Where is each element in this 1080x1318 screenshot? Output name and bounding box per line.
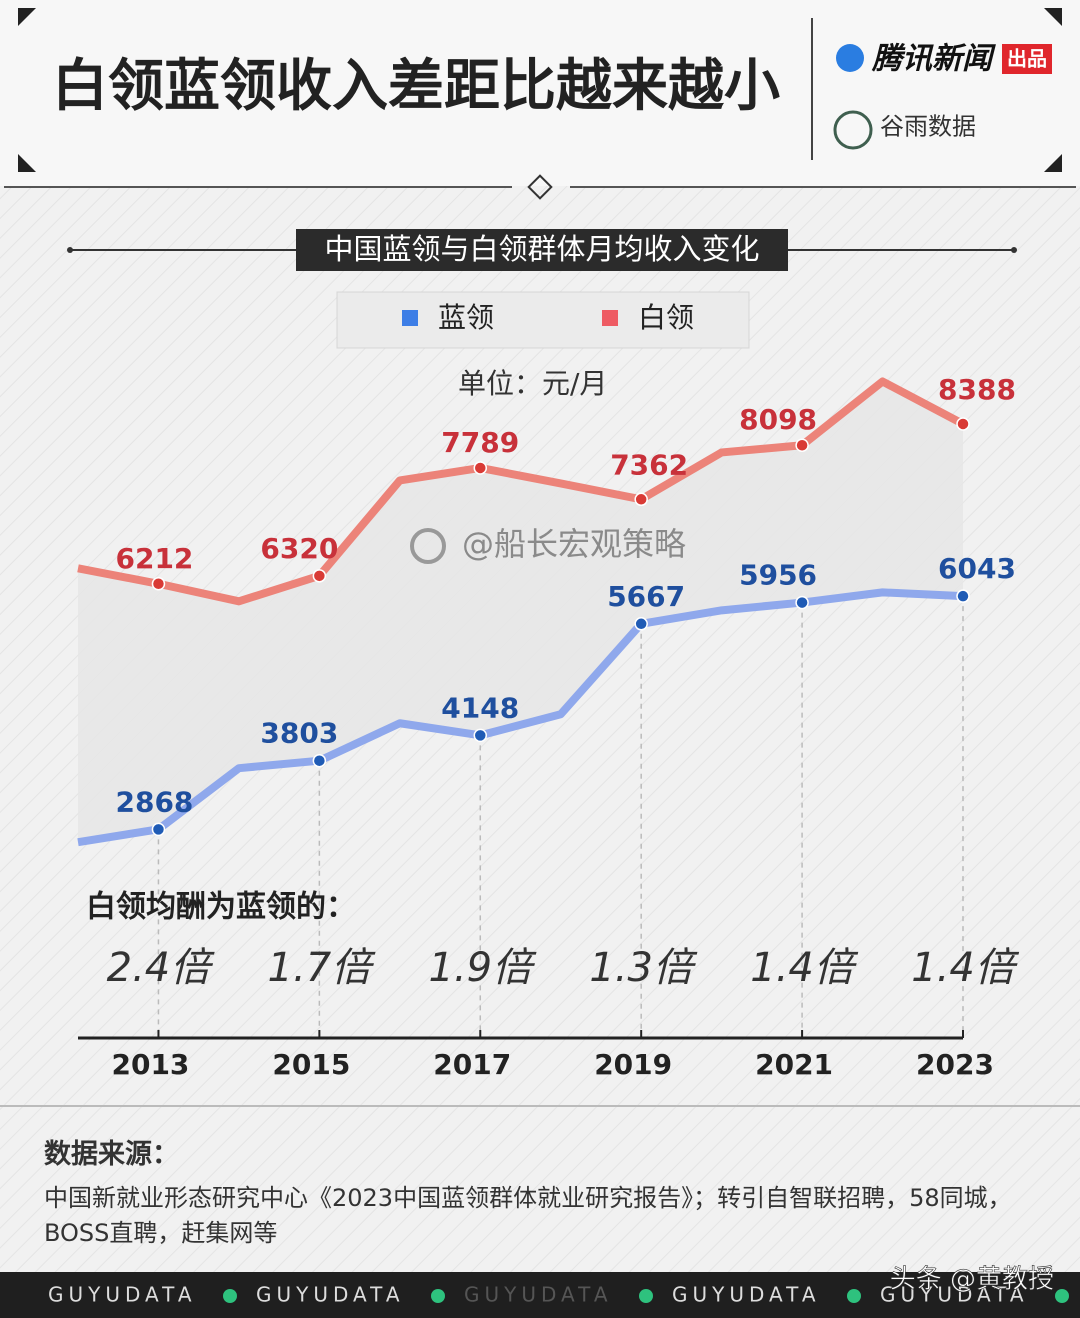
subtitle-bg (296, 229, 788, 271)
data-point (795, 595, 809, 610)
watermark-icon (410, 528, 446, 564)
legend-label: 蓝领 (438, 301, 494, 334)
x-tick-label: 2023 (916, 1048, 994, 1081)
corner (1044, 154, 1062, 172)
footer-credit: 头条 @黄教授 (890, 1265, 1054, 1295)
page-title: 白领蓝领收入差距比越来越小 (52, 54, 780, 119)
ratio: 1.9倍 (428, 945, 537, 991)
data-point (312, 753, 327, 768)
footer-dot (1055, 1289, 1069, 1303)
data-label: 4148 (441, 691, 519, 724)
legend-swatch (402, 310, 418, 326)
ratio: 2.4倍 (107, 945, 216, 991)
chart-title: 中国蓝领与白领群体月均收入变化 (324, 232, 759, 266)
footer-dot (639, 1289, 653, 1303)
ratio: 1.7倍 (268, 945, 377, 991)
data-label: 6320 (260, 532, 338, 565)
corner (1044, 8, 1062, 26)
data-point (312, 569, 327, 583)
watermark: @船长宏观策略 (462, 525, 686, 563)
data-point (956, 417, 970, 431)
x-tick-label: 2017 (433, 1048, 511, 1081)
x-tick-label: 2019 (594, 1048, 672, 1081)
footer-dot (431, 1289, 445, 1303)
dot (67, 247, 73, 253)
footer-item: GUYUDATA (256, 1283, 405, 1307)
data-label: 5956 (739, 559, 817, 592)
dot (1011, 247, 1017, 253)
data-point (473, 461, 488, 475)
data-point (473, 728, 488, 743)
data-point (956, 589, 970, 603)
data-point (151, 577, 166, 591)
footer-dot (223, 1289, 237, 1303)
corner (18, 8, 36, 26)
ratio: 1.3倍 (589, 945, 698, 991)
ratio: 1.4倍 (750, 945, 859, 991)
data-label: 2868 (115, 785, 193, 818)
ratio-title: 白领均酬为蓝领的： (86, 890, 356, 925)
band-area (78, 381, 963, 843)
data-label: 6212 (115, 542, 193, 575)
data-label: 5667 (607, 580, 685, 613)
unit-label: 单位：元/月 (458, 367, 607, 400)
footer-item: GUYUDATA (464, 1283, 613, 1307)
x-tick-label: 2013 (111, 1048, 189, 1081)
x-tick-label: 2015 (272, 1048, 350, 1081)
corner (18, 154, 36, 172)
data-point (795, 438, 809, 452)
legend-swatch (602, 310, 618, 326)
data-point (151, 822, 166, 837)
data-label: 3803 (260, 717, 338, 750)
footer-bg (0, 1272, 1080, 1318)
x-tick-label: 2021 (755, 1048, 833, 1081)
brand: 腾讯新闻 (871, 42, 996, 77)
legend-label: 白领 (638, 301, 694, 334)
data-label: 6043 (938, 552, 1016, 585)
data-point (634, 492, 648, 507)
brand-tag-bg (1002, 44, 1052, 74)
footer-item: GUYUDATA (672, 1283, 821, 1307)
ratio: 1.4倍 (911, 945, 1020, 991)
partner-icon (833, 110, 873, 150)
footer-dot (847, 1289, 861, 1303)
series-line (77, 377, 965, 606)
source: 数据来源： 中国新就业形态研究中心《2023中国蓝领群体就业研究报告》；转引自智… (44, 1132, 1044, 1251)
diamond (527, 174, 553, 200)
data-label: 8388 (938, 373, 1016, 406)
series-line (77, 588, 964, 847)
footer-item: GUYUDATA (48, 1283, 197, 1307)
brand-tag: 出品 (1007, 47, 1047, 71)
footer-item: GUYUDATA (880, 1283, 1029, 1307)
source-title: 数据来源： (44, 1139, 179, 1170)
data-label: 7789 (441, 426, 519, 459)
source-text: 中国新就业形态研究中心《2023中国蓝领群体就业研究报告》；转引自智联招聘，58… (44, 1184, 1012, 1247)
data-point (634, 617, 648, 631)
data-label: 8098 (739, 403, 817, 436)
header-bg (0, 0, 1080, 186)
brand-icon (836, 44, 864, 72)
partner: 谷雨数据 (880, 113, 976, 141)
data-label: 7362 (610, 448, 688, 481)
